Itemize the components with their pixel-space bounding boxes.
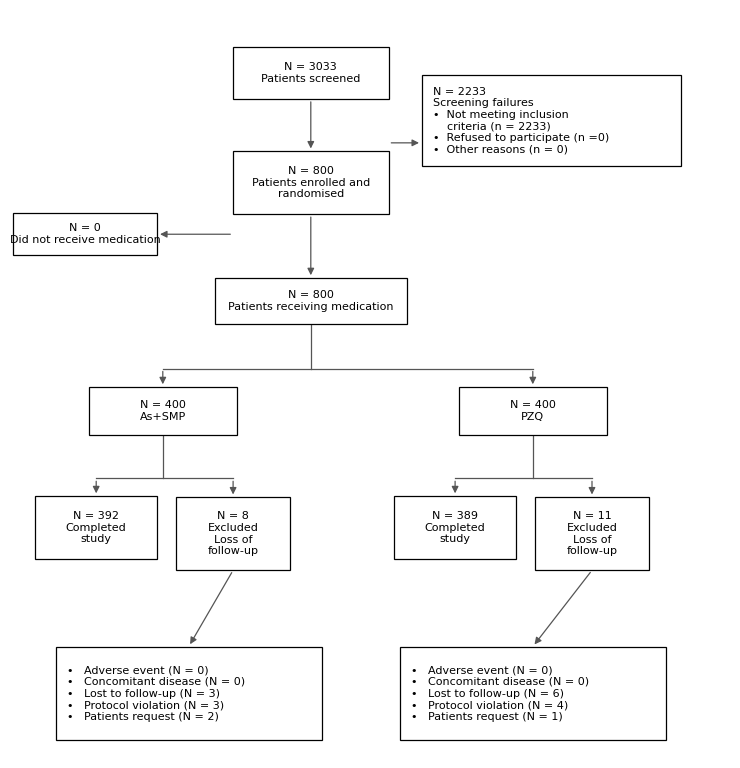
Text: •   Adverse event (N = 0)
•   Concomitant disease (N = 0)
•   Lost to follow-up : • Adverse event (N = 0) • Concomitant di…: [411, 665, 589, 722]
FancyBboxPatch shape: [534, 498, 650, 570]
FancyBboxPatch shape: [394, 496, 517, 559]
FancyBboxPatch shape: [176, 498, 290, 570]
Text: N = 392
Completed
study: N = 392 Completed study: [66, 511, 127, 545]
FancyBboxPatch shape: [459, 387, 607, 435]
FancyBboxPatch shape: [56, 647, 322, 740]
Text: •   Adverse event (N = 0)
•   Concomitant disease (N = 0)
•   Lost to follow-up : • Adverse event (N = 0) • Concomitant di…: [67, 665, 245, 722]
FancyBboxPatch shape: [36, 496, 158, 559]
FancyBboxPatch shape: [400, 647, 666, 740]
Text: N = 8
Excluded
Loss of
follow-up: N = 8 Excluded Loss of follow-up: [208, 511, 258, 556]
FancyBboxPatch shape: [89, 387, 237, 435]
FancyBboxPatch shape: [233, 47, 388, 99]
Text: N = 3033
Patients screened: N = 3033 Patients screened: [261, 62, 360, 84]
Text: N = 0
Did not receive medication: N = 0 Did not receive medication: [10, 223, 161, 245]
Text: N = 11
Excluded
Loss of
follow-up: N = 11 Excluded Loss of follow-up: [567, 511, 617, 556]
FancyBboxPatch shape: [233, 151, 388, 214]
Text: N = 400
PZQ: N = 400 PZQ: [510, 400, 556, 422]
FancyBboxPatch shape: [215, 278, 407, 324]
Text: N = 800
Patients enrolled and
randomised: N = 800 Patients enrolled and randomised: [252, 166, 370, 200]
Text: N = 2233
Screening failures
•  Not meeting inclusion
    criteria (n = 2233)
•  : N = 2233 Screening failures • Not meetin…: [433, 87, 609, 154]
Text: N = 389
Completed
study: N = 389 Completed study: [425, 511, 485, 545]
FancyBboxPatch shape: [13, 214, 158, 255]
Text: N = 400
As+SMP: N = 400 As+SMP: [140, 400, 186, 422]
FancyBboxPatch shape: [422, 75, 681, 166]
Text: N = 800
Patients receiving medication: N = 800 Patients receiving medication: [228, 290, 394, 312]
